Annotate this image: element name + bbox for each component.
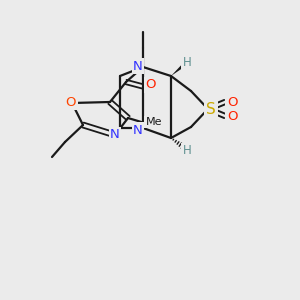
Text: Me: Me [146,117,162,127]
Text: S: S [206,101,216,116]
Text: O: O [227,95,237,109]
Text: O: O [66,95,76,109]
Text: N: N [133,59,143,73]
Text: O: O [227,110,237,122]
Text: H: H [183,56,191,68]
Text: N: N [110,128,120,142]
Text: O: O [146,79,156,92]
Text: H: H [183,145,191,158]
Polygon shape [171,62,186,76]
Text: N: N [133,124,143,136]
